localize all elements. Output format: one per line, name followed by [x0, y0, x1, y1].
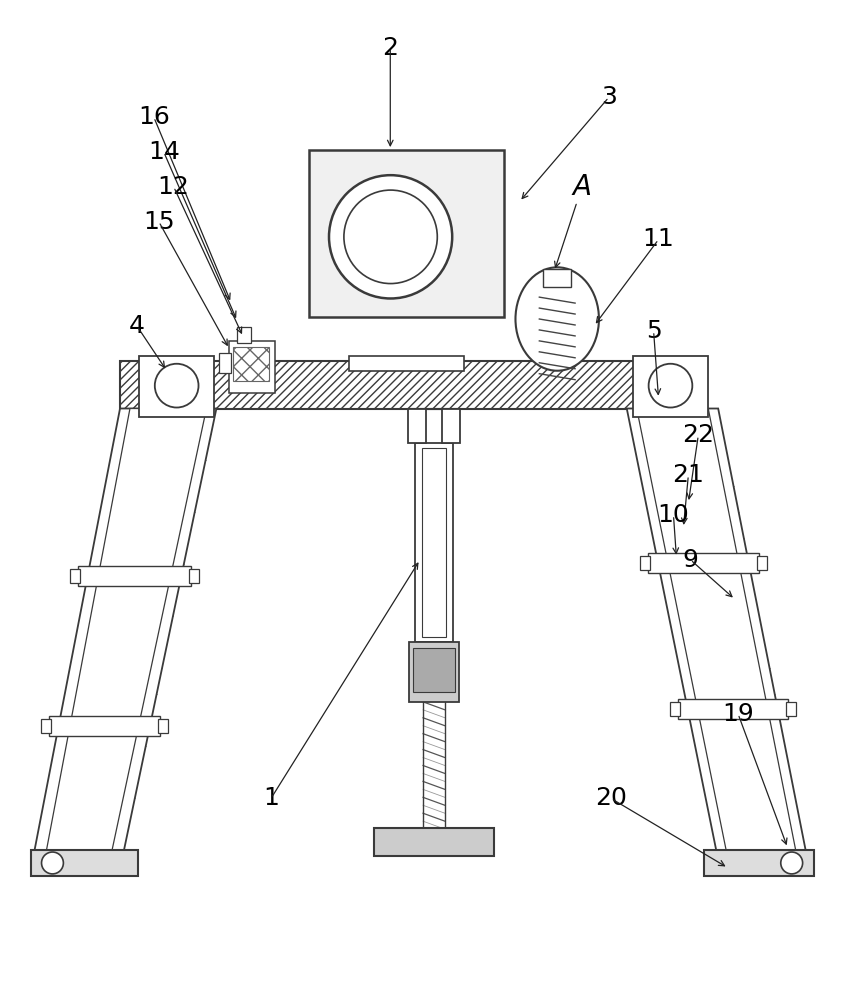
Circle shape	[155, 364, 199, 408]
Text: 10: 10	[658, 503, 689, 527]
Bar	[757, 556, 766, 570]
Text: 12: 12	[158, 175, 189, 199]
Text: A: A	[573, 173, 592, 201]
Bar	[237, 327, 251, 343]
Bar	[678, 699, 787, 719]
Text: 11: 11	[642, 227, 674, 251]
Text: 1: 1	[263, 786, 279, 810]
Text: 15: 15	[143, 210, 174, 234]
Bar	[120, 361, 687, 409]
Bar	[158, 719, 168, 733]
Bar	[189, 569, 199, 583]
Polygon shape	[627, 409, 806, 850]
Bar	[422, 448, 446, 637]
Bar	[69, 569, 80, 583]
Bar	[442, 409, 460, 443]
Bar	[641, 556, 650, 570]
Circle shape	[329, 175, 452, 298]
Bar	[670, 702, 680, 716]
Circle shape	[648, 364, 693, 408]
Bar	[374, 828, 494, 856]
Polygon shape	[35, 409, 216, 850]
Circle shape	[42, 852, 63, 874]
Polygon shape	[47, 409, 207, 850]
Bar	[309, 150, 503, 317]
Text: 20: 20	[595, 786, 627, 810]
Bar	[786, 702, 795, 716]
Text: 5: 5	[646, 319, 661, 343]
Bar	[233, 347, 269, 381]
Ellipse shape	[516, 267, 599, 371]
Bar	[648, 553, 759, 573]
Bar	[49, 716, 160, 736]
Bar	[229, 341, 275, 393]
Circle shape	[344, 190, 437, 284]
Polygon shape	[637, 409, 796, 850]
Bar	[349, 356, 464, 371]
Text: 16: 16	[138, 105, 170, 129]
Circle shape	[781, 852, 803, 874]
Text: 9: 9	[682, 548, 698, 572]
Text: 22: 22	[682, 423, 714, 447]
Bar	[543, 269, 571, 287]
Bar	[415, 443, 453, 642]
Bar	[408, 409, 426, 443]
Text: 2: 2	[382, 36, 398, 60]
Bar	[139, 356, 214, 417]
Bar	[704, 850, 813, 876]
Bar	[633, 356, 708, 417]
Bar	[413, 648, 455, 692]
Text: 19: 19	[722, 702, 754, 726]
Bar	[41, 719, 50, 733]
Text: 14: 14	[148, 140, 180, 164]
Bar	[30, 850, 138, 876]
Text: 4: 4	[129, 314, 145, 338]
Bar	[409, 642, 459, 702]
Text: 3: 3	[601, 85, 617, 109]
Bar	[220, 353, 231, 373]
Text: 21: 21	[673, 463, 704, 487]
Bar	[77, 566, 191, 586]
